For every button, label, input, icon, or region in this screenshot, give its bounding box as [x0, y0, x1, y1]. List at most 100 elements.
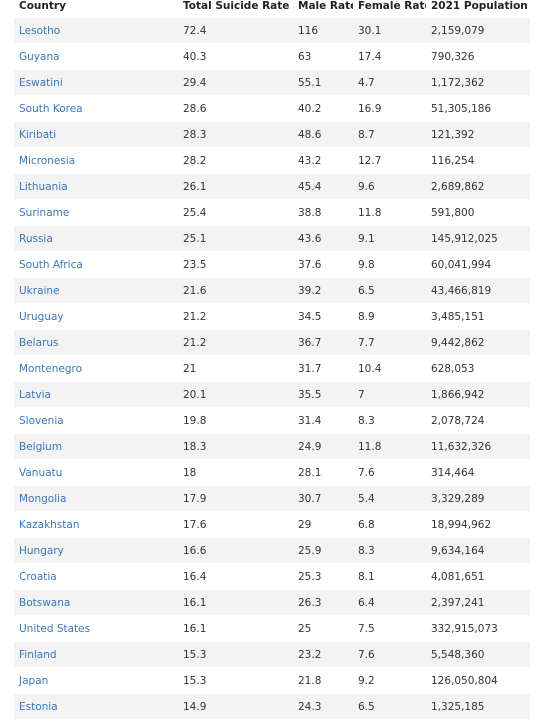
country-link[interactable]: South Korea: [19, 102, 83, 115]
female-rate-cell: 11.8: [353, 199, 426, 226]
country-link[interactable]: Hungary: [19, 544, 64, 557]
female-rate-cell: 7: [353, 381, 426, 408]
population-value: 43,466,819: [431, 284, 492, 297]
country-cell: Slovenia: [14, 407, 178, 434]
female-rate-value: 9.6: [358, 180, 375, 193]
female-rate-cell: 7.6: [353, 459, 426, 486]
country-cell: Lesotho: [14, 18, 178, 44]
male-rate-cell: 31.7: [293, 355, 353, 382]
female-rate-value: 6.4: [358, 596, 375, 609]
country-link[interactable]: South Africa: [19, 258, 83, 271]
table-row: Slovenia 19.8 31.4 8.3 2,078,724: [14, 407, 530, 434]
header-female-rate[interactable]: Female Rate: [353, 0, 426, 18]
population-value: 3,329,289: [431, 492, 485, 505]
total-rate-value: 21.2: [183, 336, 207, 349]
country-link[interactable]: Japan: [19, 674, 49, 687]
country-link[interactable]: Finland: [19, 648, 57, 661]
country-link[interactable]: Ukraine: [19, 284, 60, 297]
total-rate-cell: 19.8: [178, 407, 293, 434]
country-link[interactable]: Lithuania: [19, 180, 68, 193]
female-rate-cell: 4.7: [353, 69, 426, 96]
population-cell: 1,325,185: [426, 693, 530, 720]
male-rate-value: 23.2: [298, 648, 322, 661]
country-link[interactable]: Estonia: [19, 700, 58, 713]
male-rate-cell: 40.2: [293, 95, 353, 122]
population-cell: 314,464: [426, 459, 530, 486]
country-link[interactable]: Belgium: [19, 440, 63, 453]
table-row: Mongolia 17.9 30.7 5.4 3,329,289: [14, 485, 530, 512]
country-link[interactable]: Kazakhstan: [19, 518, 80, 531]
country-link[interactable]: United States: [19, 622, 91, 635]
total-rate-value: 20.1: [183, 388, 207, 401]
male-rate-cell: 25: [293, 615, 353, 642]
female-rate-cell: 9.8: [353, 251, 426, 278]
total-rate-cell: 28.6: [178, 95, 293, 122]
country-link[interactable]: Uruguay: [19, 310, 64, 323]
country-link[interactable]: Micronesia: [19, 154, 76, 167]
header-country[interactable]: Country: [14, 0, 178, 18]
header-population[interactable]: 2021 Population: [426, 0, 530, 18]
population-cell: 121,392: [426, 121, 530, 148]
table-row: Latvia 20.1 35.5 7 1,866,942: [14, 381, 530, 408]
population-cell: 51,305,186: [426, 95, 530, 122]
country-link[interactable]: Belarus: [19, 336, 59, 349]
total-rate-cell: 17.6: [178, 511, 293, 538]
male-rate-value: 31.4: [298, 414, 322, 427]
table-row: United States 16.1 25 7.5 332,915,073: [14, 615, 530, 642]
male-rate-cell: 21.8: [293, 667, 353, 694]
male-rate-cell: 38.8: [293, 199, 353, 226]
total-rate-value: 17.9: [183, 492, 207, 505]
country-link[interactable]: Lesotho: [19, 24, 61, 37]
country-cell: Mongolia: [14, 485, 178, 512]
country-link[interactable]: Latvia: [19, 388, 51, 401]
total-rate-value: 19.8: [183, 414, 207, 427]
country-link[interactable]: Mongolia: [19, 492, 67, 505]
female-rate-cell: 12.7: [353, 147, 426, 174]
country-link[interactable]: Croatia: [19, 570, 57, 583]
country-cell: Lithuania: [14, 173, 178, 200]
female-rate-value: 6.5: [358, 284, 375, 297]
total-rate-cell: 16.1: [178, 589, 293, 616]
header-population-label: 2021 Population: [431, 0, 528, 12]
country-link[interactable]: Guyana: [19, 50, 60, 63]
total-rate-cell: 28.3: [178, 121, 293, 148]
population-value: 628,053: [431, 362, 475, 375]
header-total-suicide-rate[interactable]: Total Suicide Rate: [178, 0, 293, 18]
total-rate-value: 16.4: [183, 570, 207, 583]
male-rate-cell: 28.1: [293, 459, 353, 486]
country-link[interactable]: Russia: [19, 232, 53, 245]
female-rate-cell: 7.7: [353, 329, 426, 356]
female-rate-value: 10.4: [358, 362, 382, 375]
female-rate-cell: 8.9: [353, 303, 426, 330]
country-link[interactable]: Botswana: [19, 596, 71, 609]
population-value: 1,866,942: [431, 388, 485, 401]
total-rate-value: 15.3: [183, 674, 207, 687]
female-rate-value: 7.6: [358, 466, 375, 479]
country-cell: Montenegro: [14, 355, 178, 382]
country-link[interactable]: Kiribati: [19, 128, 57, 141]
header-male-label: Male Rate: [298, 0, 353, 12]
population-cell: 3,329,289: [426, 485, 530, 512]
male-rate-value: 36.7: [298, 336, 322, 349]
female-rate-cell: 9.6: [353, 173, 426, 200]
total-rate-value: 18: [183, 466, 197, 479]
total-rate-value: 23.5: [183, 258, 207, 271]
country-link[interactable]: Slovenia: [19, 414, 64, 427]
female-rate-value: 8.9: [358, 310, 375, 323]
population-cell: 332,915,073: [426, 615, 530, 642]
female-rate-value: 7: [358, 388, 365, 401]
male-rate-cell: 48.6: [293, 121, 353, 148]
country-link[interactable]: Vanuatu: [19, 466, 63, 479]
male-rate-cell: 24.9: [293, 433, 353, 460]
country-cell: Micronesia: [14, 147, 178, 174]
country-cell: South Korea: [14, 95, 178, 122]
country-link[interactable]: Montenegro: [19, 362, 83, 375]
total-rate-value: 18.3: [183, 440, 207, 453]
header-male-rate[interactable]: Male Rate: [293, 0, 353, 18]
country-link[interactable]: Eswatini: [19, 76, 63, 89]
country-link[interactable]: Suriname: [19, 206, 70, 219]
female-rate-value: 17.4: [358, 50, 382, 63]
table-row: South Africa 23.5 37.6 9.8 60,041,994: [14, 251, 530, 278]
female-rate-value: 6.8: [358, 518, 375, 531]
country-cell: Belgium: [14, 433, 178, 460]
